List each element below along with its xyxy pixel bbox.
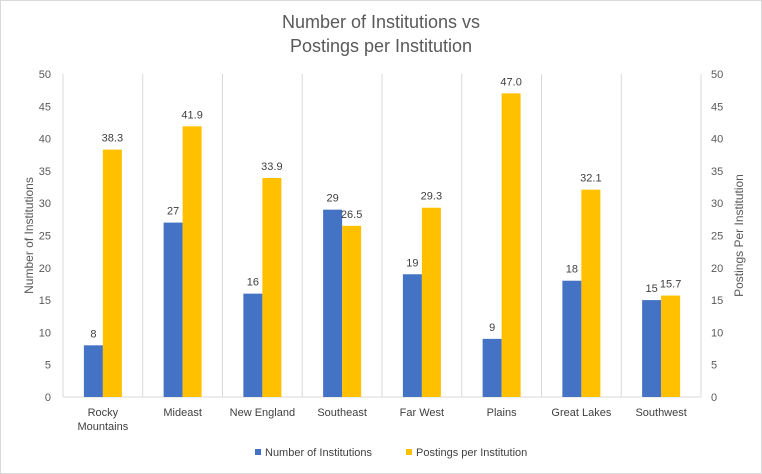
chart-title-line: Postings per Institution [290,36,472,56]
y-tick-label: 50 [39,69,51,81]
data-label-institutions: 29 [327,193,339,205]
y2-tick-label: 50 [711,69,723,81]
axis-titles: Number of Institutions Postings Per Insti… [22,174,746,297]
data-label-postings: 41.9 [181,109,202,121]
bars [83,93,681,398]
data-label-institutions: 18 [566,264,578,276]
y-tick-label: 45 [39,101,51,113]
data-label-institutions: 27 [167,206,179,218]
bar-institutions [163,222,183,397]
y-tick-label: 10 [39,327,51,339]
bar-institutions [243,293,263,397]
data-labels: 8 27 16 29 19 9 18 15 38.3 41.9 33.9 26.5 29.3 47.0 32… [90,76,681,340]
legend-label-institutions: Number of Institutions [265,447,372,459]
y2-tick-label: 15 [711,295,723,307]
y2-tick-label: 10 [711,327,723,339]
bar-institutions [323,209,343,397]
y2-tick-label: 25 [711,231,723,243]
y-tick-label: 25 [39,231,51,243]
y-axis-title: Number of Institutions [22,177,36,294]
y-tick-label: 5 [45,360,51,372]
bar-institutions [402,274,422,397]
y2-tick-label: 5 [711,360,717,372]
category-label: Southeast [317,407,367,419]
y-tick-label: 40 [39,134,51,146]
bar-postings [342,225,362,397]
left-axis-ticks: 0 5 10 15 20 25 30 35 40 45 50 [39,69,51,404]
y2-tick-label: 20 [711,263,723,275]
bar-postings [661,295,681,397]
data-label-postings: 32.1 [580,173,601,185]
bar-institutions [482,338,502,397]
y-tick-label: 35 [39,166,51,178]
y-tick-label: 0 [45,392,51,404]
category-label: Mountains [77,421,128,433]
y2-tick-label: 45 [711,101,723,113]
data-label-postings: 47.0 [500,76,521,88]
chart-title: Number of Institutions vs Postings per In… [282,12,480,56]
bar-institutions [83,345,103,397]
data-label-institutions: 15 [646,283,658,295]
bar-postings [102,149,122,397]
y2-tick-label: 40 [711,134,723,146]
category-label: Far West [400,407,444,419]
data-label-institutions: 8 [90,328,96,340]
bar-institutions [642,300,662,397]
y-tick-label: 30 [39,198,51,210]
y2-tick-label: 0 [711,392,717,404]
y-tick-label: 15 [39,295,51,307]
legend: Number of Institutions Postings per Insti… [255,447,527,459]
bar-postings [421,207,441,397]
legend-label-postings: Postings per Institution [416,447,527,459]
data-label-postings: 38.3 [102,133,123,145]
y2-tick-label: 35 [711,166,723,178]
chart-title-line: Number of Institutions vs [282,12,480,32]
bar-postings [501,93,521,397]
data-label-institutions: 19 [406,257,418,269]
y2-tick-label: 30 [711,198,723,210]
bar-postings [182,126,202,398]
category-label: Rocky [88,407,119,419]
data-label-institutions: 16 [247,277,259,289]
y2-axis-title: Postings Per Institution [732,174,746,297]
y-tick-label: 20 [39,263,51,275]
bar-institutions [562,280,582,397]
right-axis-ticks: 0 5 10 15 20 25 30 35 40 45 50 [711,69,723,404]
data-label-postings: 33.9 [261,161,282,173]
bar-postings [581,189,601,397]
legend-swatch-postings [406,449,412,455]
category-label: Great Lakes [551,407,611,419]
data-label-postings: 26.5 [341,209,362,221]
data-label-institutions: 9 [489,322,495,334]
category-labels: Rocky Mountains Mideast New England Southeas… [77,407,686,433]
bar-postings [262,178,282,397]
category-label: Plains [487,407,517,419]
data-label-postings: 29.3 [421,191,442,203]
legend-swatch-institutions [255,449,261,455]
category-label: Southwest [635,407,686,419]
category-label: New England [230,407,295,419]
category-label: Mideast [163,407,202,419]
category-gridlines [62,74,702,398]
data-label-postings: 15.7 [660,279,681,291]
